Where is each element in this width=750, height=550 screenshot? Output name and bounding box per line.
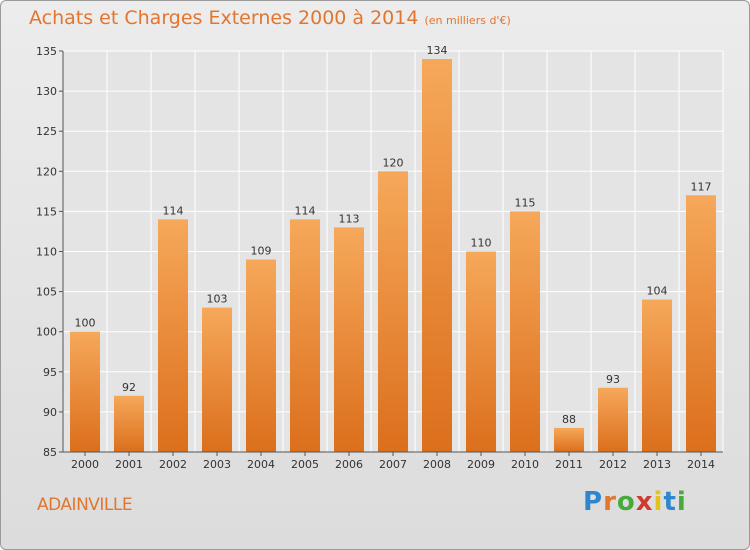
bar-top-highlight [202,307,232,310]
x-tick-label-2011: 2011 [555,458,583,471]
value-label-2011: 88 [562,413,576,426]
y-tick-label: 120 [36,165,57,178]
chart-subtitle: (en milliers d'€) [424,14,511,27]
x-tick-label-2003: 2003 [203,458,231,471]
value-label-2008: 134 [427,44,448,57]
value-label-2014: 117 [691,180,712,193]
y-tick-label: 95 [43,366,57,379]
value-label-2009: 110 [471,237,492,250]
bar-top-highlight [598,387,628,390]
x-tick-label-2013: 2013 [643,458,671,471]
y-tick-label: 125 [36,125,57,138]
y-tick-label: 135 [36,45,57,58]
bar-2008[interactable] [422,59,452,453]
value-label-2001: 92 [122,381,136,394]
bar-2014[interactable] [686,195,716,453]
value-label-2012: 93 [606,373,620,386]
axis-layer: 85 90 95 100 105 110 115 120 125 130 135 2000 2001 20… [36,45,723,471]
y-tick-label: 100 [36,326,57,339]
bar-top-highlight [466,251,496,254]
bar-2000[interactable] [70,331,100,452]
value-label-2013: 104 [647,285,668,298]
y-tick-label: 130 [36,85,57,98]
x-tick-label-2001: 2001 [115,458,143,471]
bar-top-highlight [334,227,364,230]
value-label-2010: 115 [515,196,536,209]
bar-top-highlight [378,171,408,174]
bar-2010[interactable] [510,211,540,452]
bar-2003[interactable] [202,307,232,452]
value-label-2003: 103 [207,293,228,306]
x-tick-label-2004: 2004 [247,458,275,471]
proxiti-logo[interactable]: Proxiti [583,487,687,517]
bar-top-highlight [114,395,144,398]
bar-top-highlight [554,427,584,430]
x-tick-label-2005: 2005 [291,458,319,471]
bar-top-highlight [158,219,188,222]
bar-2012[interactable] [598,387,628,452]
bar-2004[interactable] [246,259,276,452]
bar-top-highlight [686,195,716,198]
value-label-2005: 114 [295,204,316,217]
x-tick-label-2012: 2012 [599,458,627,471]
bar-2005[interactable] [290,219,320,452]
bar-2001[interactable] [114,395,144,452]
bar-top-highlight [510,211,540,214]
bar-top-highlight [422,59,452,62]
x-tick-label-2009: 2009 [467,458,495,471]
value-label-2006: 113 [339,212,360,225]
bar-top-highlight [246,259,276,262]
bar-top-highlight [70,331,100,334]
bar-top-highlight [642,299,672,302]
bar-2013[interactable] [642,299,672,452]
x-tick-label-2008: 2008 [423,458,451,471]
x-tick-label-2006: 2006 [335,458,363,471]
y-tick-label: 85 [43,446,57,459]
x-tick-label-2002: 2002 [159,458,187,471]
value-label-2007: 120 [383,156,404,169]
y-tick-label: 105 [36,286,57,299]
y-tick-label: 110 [36,246,57,259]
bar-2011[interactable] [554,427,584,452]
bar-2002[interactable] [158,219,188,452]
value-label-2000: 100 [75,317,96,330]
x-tick-label-2000: 2000 [71,458,99,471]
x-tick-label-2007: 2007 [379,458,407,471]
y-tick-label: 115 [36,205,57,218]
x-tick-label-2010: 2010 [511,458,539,471]
bar-2007[interactable] [378,171,408,453]
value-label-2002: 114 [163,204,184,217]
chart-title-row: Achats et Charges Externes 2000 à 2014 (e… [29,7,511,29]
bar-2006[interactable] [334,227,364,452]
value-label-2004: 109 [251,245,272,258]
chart-title: Achats et Charges Externes 2000 à 2014 [29,7,419,29]
x-tick-label-2014: 2014 [687,458,715,471]
bar-2009[interactable] [466,251,496,453]
bars-layer: 100 92 114 103 109 114 113 120 134 110 115 88 93 104 1… [70,44,716,453]
y-tick-label: 90 [43,406,57,419]
commune-name: ADAINVILLE [37,495,133,515]
bar-top-highlight [290,219,320,222]
